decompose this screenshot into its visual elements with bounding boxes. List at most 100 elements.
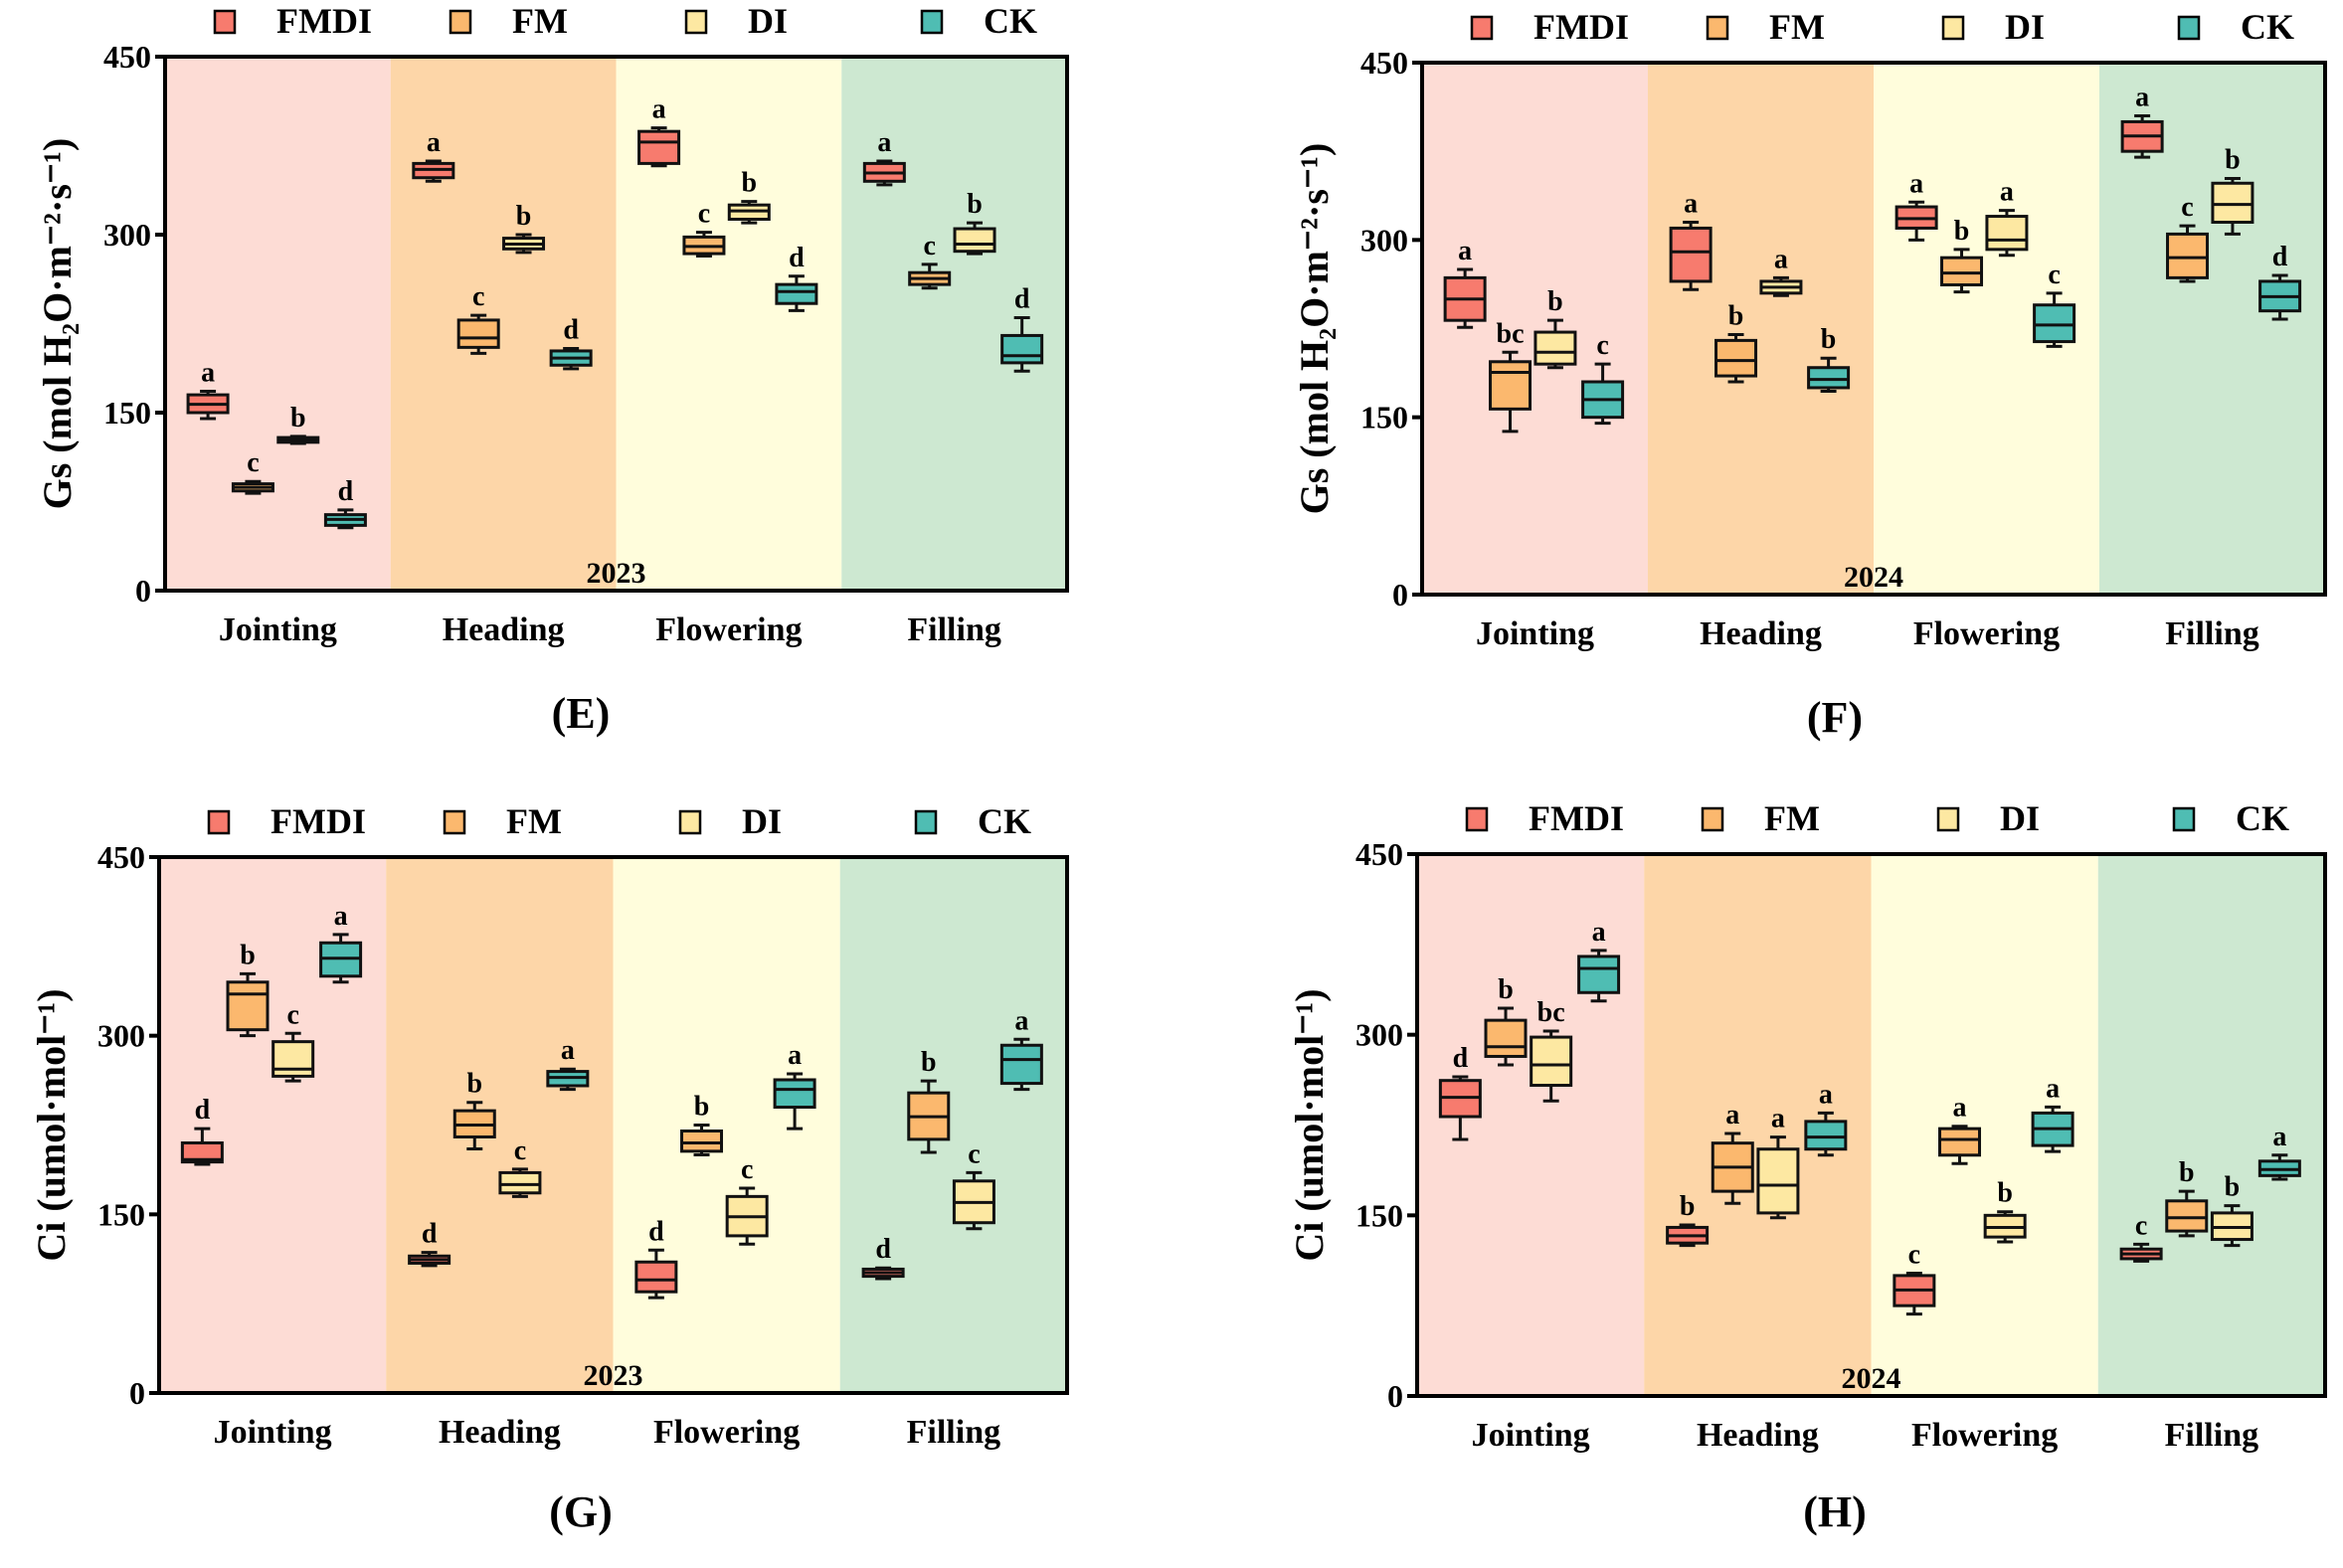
significance-letter: a	[1774, 244, 1788, 274]
y-tick-label: 0	[135, 573, 151, 609]
box-di-heading: c	[498, 1135, 542, 1198]
stage-band	[613, 857, 840, 1393]
box-iqr	[999, 1043, 1043, 1086]
significance-letter: b	[1728, 300, 1744, 331]
y-tick-label: 150	[1360, 400, 1408, 436]
box-iqr	[456, 318, 500, 349]
box-iqr	[1000, 333, 1044, 365]
box-ck-heading: a	[546, 1035, 590, 1092]
legend-swatch-fmdi	[1465, 806, 1489, 832]
box-iqr	[1756, 1147, 1800, 1215]
significance-letter: c	[472, 281, 484, 312]
box-fm-filling: b	[2165, 1157, 2209, 1238]
significance-letter: d	[789, 243, 805, 273]
significance-letter: b	[1997, 1178, 2013, 1209]
box-fm-jointing: b	[1484, 974, 1528, 1067]
box-fmdi-heading: a	[1669, 189, 1712, 291]
legend-label-di: DI	[2005, 7, 2045, 47]
box-iqr	[180, 1140, 224, 1164]
box-ck-jointing: a	[1577, 917, 1621, 1003]
box-di-jointing: b	[1533, 286, 1577, 370]
y-tick-label: 0	[1392, 577, 1408, 612]
significance-letter: d	[1453, 1043, 1469, 1074]
box-iqr	[1577, 955, 1621, 994]
y-tick-label: 300	[103, 217, 151, 253]
significance-letter: b	[1954, 216, 1970, 247]
significance-letter: c	[247, 447, 259, 478]
box-iqr	[1530, 1035, 1573, 1088]
significance-letter: a	[877, 127, 891, 158]
x-category-label: Jointing	[214, 1414, 332, 1451]
significance-letter: b	[2225, 145, 2241, 176]
significance-letter: b	[1821, 324, 1837, 355]
box-fm-filling: b	[907, 1047, 951, 1154]
x-category-label: Jointing	[219, 611, 337, 648]
x-category-label: Flowering	[655, 611, 802, 648]
box-fmdi-flowering: a	[1894, 168, 1938, 242]
x-category-label: Flowering	[1913, 615, 2060, 652]
significance-letter: c	[514, 1135, 526, 1166]
box-iqr	[1940, 256, 1984, 287]
box-fm-filling: c	[908, 231, 952, 290]
stage-band	[1648, 63, 1874, 595]
stage-band	[159, 857, 387, 1393]
box-ck-flowering: a	[773, 1040, 816, 1131]
legend-swatch-fmdi	[1470, 15, 1494, 41]
legend-label-fmdi: FMDI	[1533, 7, 1629, 47]
box-fm-jointing: bc	[1489, 318, 1532, 434]
chart-panel-G: 0 150 300 450 Ci (umol·mol⁻¹) Jointing Heading…	[29, 801, 1069, 1536]
significance-letter: c	[2181, 192, 2193, 223]
box-fmdi-filling: d	[861, 1234, 905, 1281]
significance-letter: a	[561, 1035, 575, 1066]
box-iqr	[1489, 360, 1532, 411]
box-iqr	[2165, 1199, 2209, 1233]
box-fmdi-heading: d	[408, 1219, 451, 1268]
legend-swatch-ck	[920, 9, 944, 35]
box-fm-flowering: c	[682, 199, 726, 258]
significance-letter: b	[290, 403, 306, 434]
box-fm-flowering: b	[1940, 216, 1984, 294]
y-axis-label: Gs (mol H₂O·m⁻²·s⁻¹)	[35, 138, 80, 510]
y-tick-label: 0	[1387, 1378, 1403, 1414]
significance-letter: a	[1458, 236, 1472, 266]
legend-swatch-ck	[2172, 806, 2196, 832]
stage-band	[165, 57, 391, 591]
significance-letter: a	[201, 358, 215, 389]
box-di-heading: a	[1756, 1104, 1800, 1220]
panel-label: (E)	[552, 689, 611, 738]
box-fmdi-filling: a	[862, 127, 906, 187]
legend-swatch-di	[1941, 15, 1965, 41]
significance-letter: a	[652, 94, 666, 125]
box-fm-jointing: b	[226, 940, 270, 1038]
x-category-label: Heading	[439, 1414, 561, 1451]
box-di-flowering: b	[727, 168, 771, 225]
significance-letter: a	[1592, 917, 1606, 948]
significance-letter: a	[2000, 177, 2014, 208]
box-iqr	[1533, 330, 1577, 366]
box-iqr	[1807, 366, 1851, 390]
box-di-filling: b	[2210, 1172, 2253, 1248]
y-tick-label: 450	[1360, 45, 1408, 81]
box-di-heading: a	[1759, 244, 1803, 297]
significance-letter: a	[1819, 1079, 1833, 1110]
box-fm-flowering: b	[680, 1092, 724, 1156]
x-category-label: Heading	[1697, 1417, 1819, 1454]
stage-band	[841, 57, 1067, 591]
box-iqr	[953, 227, 996, 254]
significance-letter: b	[2179, 1157, 2195, 1188]
box-di-jointing: bc	[1530, 997, 1573, 1103]
box-fmdi-jointing: d	[180, 1095, 224, 1166]
legend-label-fm: FM	[512, 1, 568, 41]
legend-swatch-fm	[443, 809, 466, 835]
box-iqr	[1714, 338, 1758, 378]
y-tick-label: 450	[1355, 836, 1403, 872]
box-fm-jointing: c	[231, 447, 274, 495]
significance-letter: a	[1684, 189, 1698, 220]
box-iqr	[2033, 303, 2076, 344]
box-ck-jointing: a	[319, 901, 363, 984]
box-di-filling: b	[2211, 145, 2254, 236]
box-fmdi-flowering: c	[1892, 1239, 1936, 1316]
significance-letter: a	[427, 127, 441, 158]
significance-letter: bc	[1497, 318, 1525, 349]
box-fmdi-flowering: a	[637, 94, 681, 168]
